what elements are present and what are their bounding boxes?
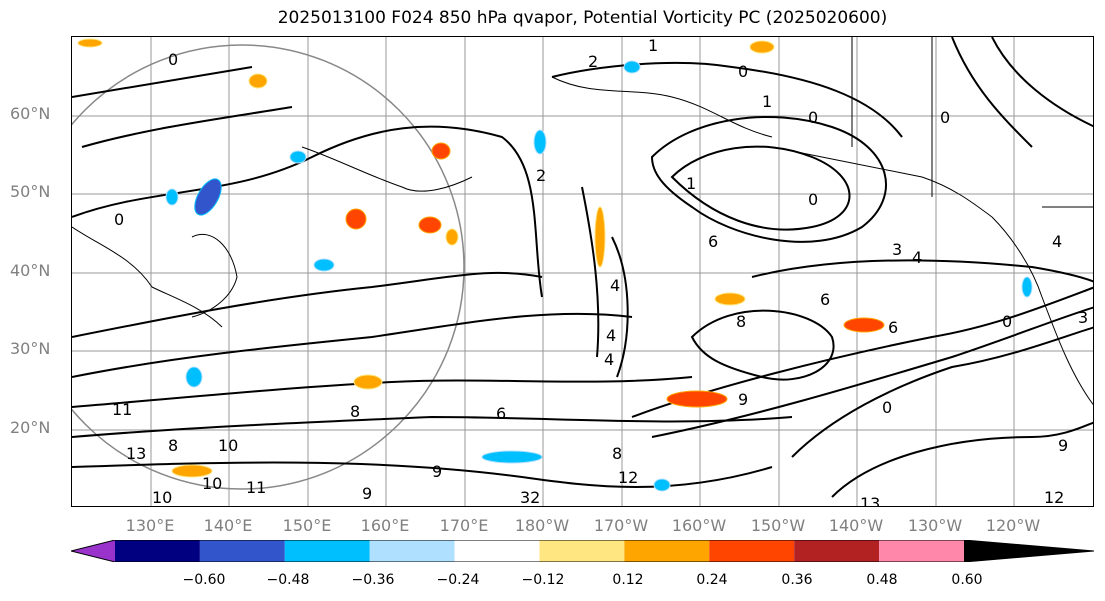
contour-label: 11 bbox=[112, 400, 132, 419]
colorbar-segment bbox=[199, 540, 285, 562]
contour-label: 1 bbox=[686, 174, 696, 193]
colorbar-segment bbox=[539, 540, 625, 562]
colorbar-tick: −0.36 bbox=[351, 572, 395, 588]
lat-label: 30°N bbox=[10, 339, 51, 358]
contour-label: 0 bbox=[738, 62, 748, 81]
lat-label: 60°N bbox=[10, 104, 51, 123]
colorbar-tick: 0.12 bbox=[612, 572, 644, 588]
contour-label: 8 bbox=[350, 402, 360, 421]
contour-labels: 0 0 0 0 0 0 0 0 1 1 1 2 2 3 3 4 4 4 4 4 … bbox=[112, 37, 1088, 507]
colorbar-tick: 0.36 bbox=[781, 572, 813, 588]
contour-label: 8 bbox=[612, 444, 622, 463]
colorbar-segment bbox=[964, 540, 1094, 562]
contour-label: 0 bbox=[882, 398, 892, 417]
lon-label: 180°W bbox=[514, 516, 570, 535]
lon-label: 170°E bbox=[439, 516, 489, 535]
contour-label: 0 bbox=[808, 108, 818, 127]
contour-label: 9 bbox=[1058, 436, 1068, 455]
contour-label: 32 bbox=[520, 488, 540, 507]
colorbar-segment bbox=[369, 540, 455, 562]
range-circle bbox=[72, 44, 465, 490]
colorbar-tick: 0.48 bbox=[866, 572, 898, 588]
contour-label: 10 bbox=[218, 436, 238, 455]
colorbar-segment bbox=[624, 540, 710, 562]
contour-label: 0 bbox=[168, 50, 178, 69]
colorbar-tick: −0.48 bbox=[266, 572, 310, 588]
pv-contours bbox=[72, 37, 1093, 498]
colorbar-segment bbox=[794, 540, 880, 562]
lon-label: 120°W bbox=[985, 516, 1041, 535]
coastlines bbox=[72, 37, 1093, 406]
colorbar-tick: 0.24 bbox=[696, 572, 728, 588]
contour-label: 12 bbox=[1044, 488, 1064, 507]
colorbar-segment bbox=[284, 540, 370, 562]
map-panel[interactable]: 0 0 0 0 0 0 0 0 1 1 1 2 2 3 3 4 4 4 4 4 … bbox=[71, 36, 1094, 507]
map-title: 2025013100 F024 850 hPa qvapor, Potentia… bbox=[277, 8, 888, 28]
lon-label: 150°E bbox=[282, 516, 332, 535]
contour-label: 9 bbox=[432, 462, 442, 481]
colorbar-segment bbox=[454, 540, 540, 562]
contour-label: 12 bbox=[618, 468, 638, 487]
colorbar-tick: −0.24 bbox=[436, 572, 480, 588]
graticule bbox=[72, 37, 1093, 506]
contour-label: 4 bbox=[610, 276, 620, 295]
contour-label: 11 bbox=[246, 478, 266, 497]
contour-label: 13 bbox=[860, 494, 880, 507]
contour-label: 3 bbox=[892, 240, 902, 259]
contour-label: 3 bbox=[1078, 308, 1088, 327]
contour-label: 6 bbox=[888, 318, 898, 337]
contour-label: 0 bbox=[808, 190, 818, 209]
contour-label: 10 bbox=[152, 488, 172, 507]
colorbar-segment bbox=[879, 540, 964, 562]
contour-label: 0 bbox=[1002, 312, 1012, 331]
lon-label: 130°E bbox=[125, 516, 175, 535]
lon-label: 140°E bbox=[203, 516, 253, 535]
contour-label: 2 bbox=[536, 166, 546, 185]
colorbar-tick: 0.60 bbox=[951, 572, 983, 588]
colorbar-segment bbox=[71, 540, 115, 562]
contour-label: 13 bbox=[126, 444, 146, 463]
contour-label: 8 bbox=[736, 312, 746, 331]
contour-label: 4 bbox=[912, 248, 922, 267]
contour-label: 9 bbox=[362, 484, 372, 503]
lon-label: 160°W bbox=[671, 516, 727, 535]
contour-label: 6 bbox=[496, 404, 506, 423]
lon-label: 150°W bbox=[750, 516, 806, 535]
contour-label: 0 bbox=[114, 210, 124, 229]
contour-label: 6 bbox=[820, 290, 830, 309]
contour-label: 2 bbox=[588, 52, 598, 71]
colorbar-segment bbox=[115, 540, 200, 562]
contour-label: 0 bbox=[940, 108, 950, 127]
colorbar-segment bbox=[709, 540, 795, 562]
lat-label: 40°N bbox=[10, 261, 51, 280]
lon-label: 130°W bbox=[907, 516, 963, 535]
colorbar-tick: −0.60 bbox=[182, 572, 226, 588]
lat-label: 20°N bbox=[10, 418, 51, 437]
lon-label: 140°W bbox=[828, 516, 884, 535]
colorbar bbox=[71, 540, 1094, 562]
contour-label: 9 bbox=[738, 390, 748, 409]
contour-label: 6 bbox=[708, 232, 718, 251]
colorbar-tick: −0.12 bbox=[521, 572, 565, 588]
contour-label: 4 bbox=[606, 326, 616, 345]
contour-label: 4 bbox=[1052, 232, 1062, 251]
map-canvas: 0 0 0 0 0 0 0 0 1 1 1 2 2 3 3 4 4 4 4 4 … bbox=[72, 37, 1093, 507]
qvapor-anomalies bbox=[77, 38, 1033, 492]
contour-label: 10 bbox=[202, 474, 222, 493]
lon-label: 170°W bbox=[593, 516, 649, 535]
contour-label: 8 bbox=[168, 436, 178, 455]
contour-label: 1 bbox=[762, 92, 772, 111]
lon-label: 160°E bbox=[360, 516, 410, 535]
lat-label: 50°N bbox=[10, 182, 51, 201]
contour-label: 4 bbox=[604, 350, 614, 369]
contour-label: 1 bbox=[648, 37, 658, 55]
